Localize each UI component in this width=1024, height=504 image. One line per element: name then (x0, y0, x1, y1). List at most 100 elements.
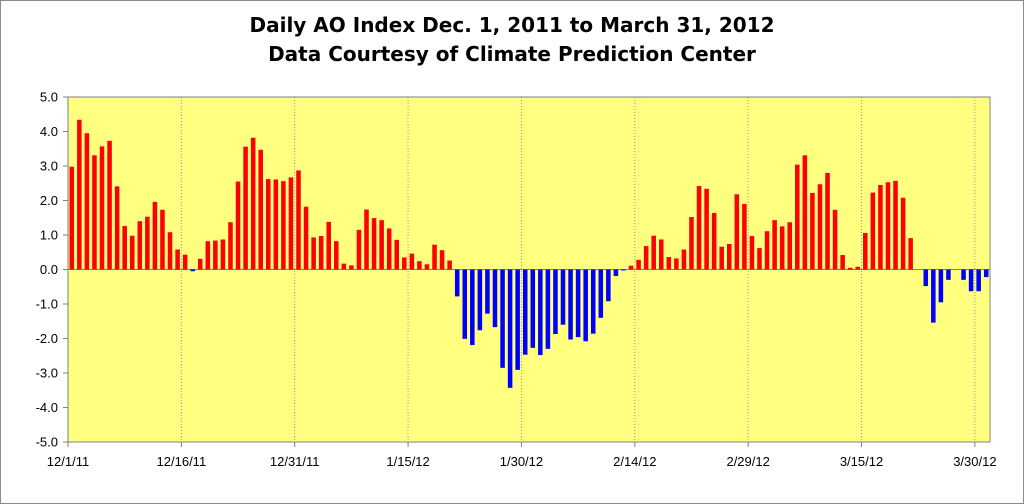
x-tick-label: 12/1/11 (47, 454, 89, 469)
bar (402, 257, 407, 270)
bar (318, 236, 324, 270)
bar (825, 172, 830, 270)
bar (727, 243, 732, 270)
bar (371, 218, 377, 270)
bar (946, 269, 951, 280)
bar (636, 259, 641, 270)
x-tick-label: 3/30/12 (953, 454, 996, 469)
bar (296, 170, 301, 270)
bar (258, 149, 263, 270)
x-tick-label: 12/31/11 (270, 454, 320, 469)
bar (689, 217, 694, 270)
bar (386, 228, 392, 270)
y-tick-label: -4.0 (36, 400, 58, 415)
bar (137, 221, 143, 270)
bar (840, 255, 845, 270)
bar (197, 258, 203, 270)
bar (545, 269, 551, 349)
bar (764, 231, 770, 270)
bar (583, 269, 588, 342)
bar (175, 249, 180, 270)
bar (658, 239, 664, 270)
bar (364, 209, 369, 270)
bar (681, 249, 687, 270)
bar (560, 269, 566, 325)
bar (772, 220, 777, 270)
bar (553, 269, 558, 335)
bar (281, 181, 286, 270)
x-tick-label: 2/14/12 (613, 454, 656, 469)
bar (432, 244, 437, 270)
bar (273, 179, 279, 270)
bar (447, 260, 452, 270)
bar (810, 192, 815, 270)
bar (757, 248, 762, 270)
bar (77, 119, 82, 270)
chart-subtitle: Data Courtesy of Climate Prediction Cent… (268, 42, 756, 66)
bar (923, 269, 929, 287)
plot-border (67, 96, 991, 443)
bar (893, 180, 898, 270)
bar (99, 146, 105, 270)
x-tick-label: 1/15/12 (386, 454, 429, 469)
bar (235, 181, 241, 270)
bar (613, 269, 619, 277)
bar (379, 220, 384, 270)
bars (69, 119, 989, 388)
bar (847, 267, 853, 270)
x-axis: 12/1/11 12/16/11 12/31/11 1/15/12 1/30/12 2/1… (47, 442, 997, 469)
bar (938, 269, 944, 303)
bar (870, 192, 876, 270)
x-tick-label: 3/15/12 (840, 454, 883, 469)
bar (968, 269, 974, 292)
bar (167, 232, 173, 270)
bar (114, 186, 120, 270)
bar (92, 155, 97, 270)
bar (145, 216, 150, 270)
y-tick-label: 4.0 (40, 124, 58, 139)
y-tick-label: -1.0 (36, 297, 58, 312)
bar (424, 264, 430, 270)
x-tick-label: 2/29/12 (726, 454, 769, 469)
y-tick-label: 5.0 (40, 90, 58, 105)
bar (908, 238, 913, 270)
bar (719, 246, 724, 270)
bar (878, 184, 883, 270)
y-tick-label: 0.0 (40, 262, 58, 277)
bar (779, 226, 785, 270)
bar (885, 182, 891, 270)
bar (711, 212, 717, 270)
bar (749, 236, 755, 270)
bar (855, 266, 861, 270)
chart-title: Daily AO Index Dec. 1, 2011 to March 31,… (249, 13, 775, 37)
bar (643, 246, 649, 270)
bar (454, 269, 460, 297)
bar (598, 269, 604, 318)
bar (863, 232, 868, 270)
bar (961, 269, 966, 280)
gridlines (180, 97, 976, 442)
bar (69, 166, 75, 270)
bar (515, 269, 520, 370)
y-tick-label: 2.0 (40, 193, 58, 208)
bar (704, 188, 709, 270)
bar (795, 164, 800, 270)
bar (621, 269, 626, 271)
y-tick-label: 1.0 (40, 228, 58, 243)
bar (439, 250, 445, 270)
bar (530, 269, 536, 348)
bar (802, 155, 808, 270)
bar (500, 269, 505, 368)
bar (931, 269, 936, 323)
bar (84, 133, 90, 270)
bar (983, 269, 989, 278)
bar (606, 269, 611, 302)
bar (696, 186, 702, 270)
bar (485, 269, 490, 314)
bar (734, 194, 740, 270)
bar (228, 222, 233, 270)
bar (628, 265, 634, 270)
bar (651, 235, 656, 270)
bar (787, 222, 792, 270)
